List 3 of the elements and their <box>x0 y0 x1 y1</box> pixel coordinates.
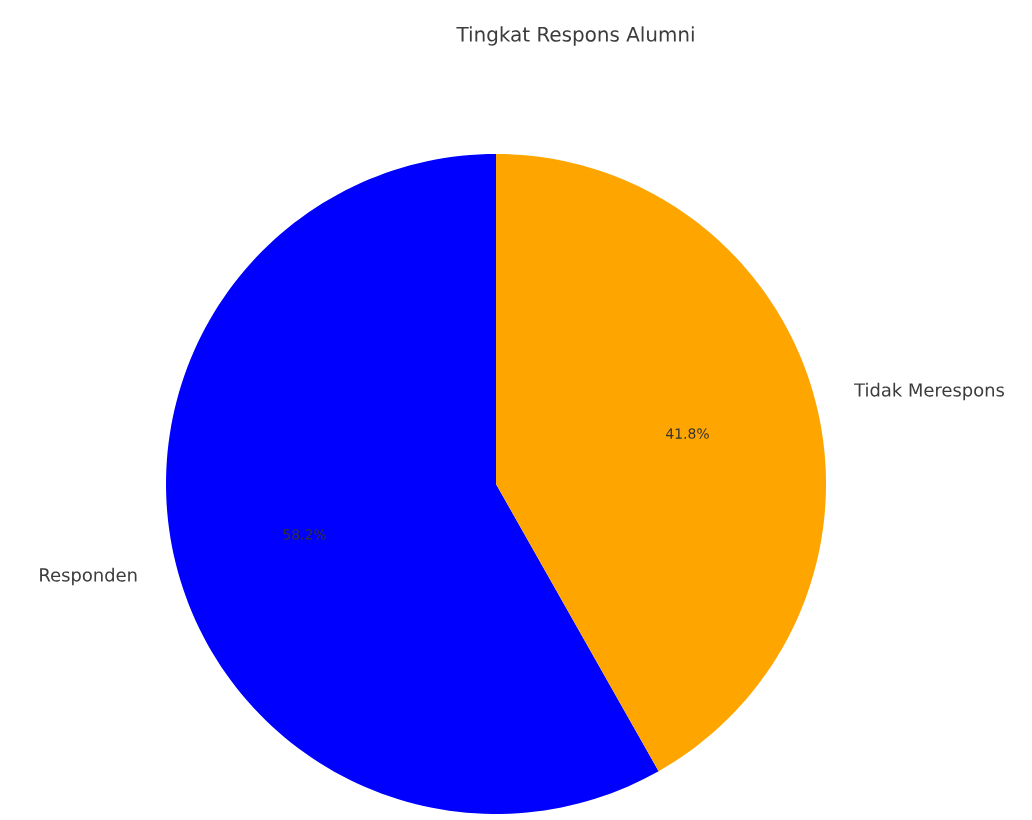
slice-label: Tidak Merespons <box>854 382 1004 401</box>
slice-label: Responden <box>40 567 137 586</box>
chart-title: Tingkat Respons Alumni <box>456 26 694 46</box>
